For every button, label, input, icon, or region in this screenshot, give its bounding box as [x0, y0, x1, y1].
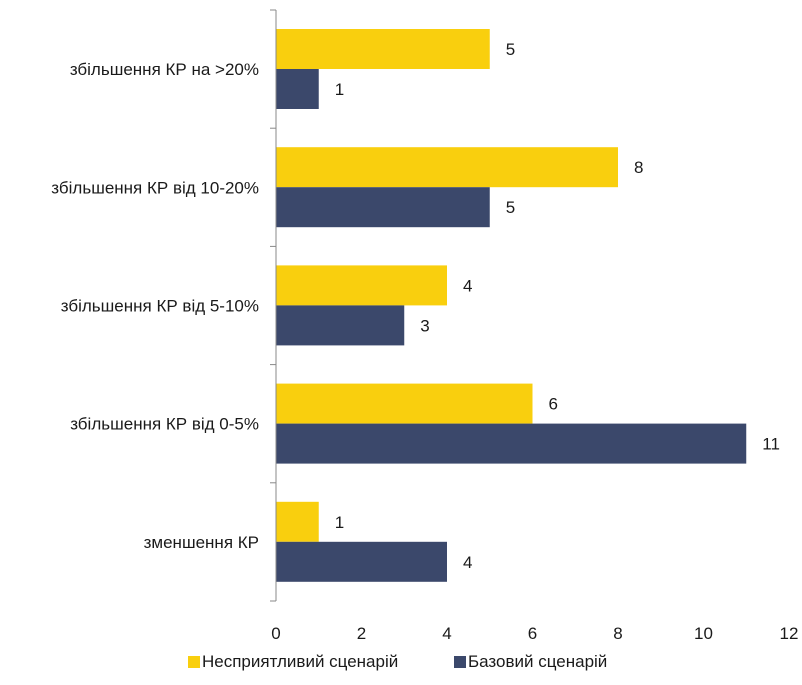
bar-adverse-0 [276, 29, 490, 69]
bar-adverse-1 [276, 147, 618, 188]
x-tick-label: 2 [357, 624, 366, 643]
value-label: 4 [463, 276, 472, 295]
x-tick-label: 0 [271, 624, 280, 643]
value-label: 8 [634, 158, 643, 177]
legend-label-base: Базовий сценарій [468, 652, 607, 671]
bar-base-2 [276, 305, 405, 346]
value-label: 6 [549, 395, 558, 414]
bar-adverse-2 [276, 265, 447, 306]
value-label: 5 [506, 40, 515, 59]
legend-swatch-adverse [188, 656, 200, 668]
legend-swatch-base [454, 656, 466, 668]
bar-base-1 [276, 187, 490, 228]
category-label: збільшення КР від 5-10% [61, 297, 259, 316]
category-label: збільшення КР від 0-5% [70, 415, 259, 434]
bar-base-3 [276, 423, 747, 464]
x-tick-label: 8 [613, 624, 622, 643]
value-label: 1 [335, 80, 344, 99]
bar-base-0 [276, 69, 319, 109]
category-label: збільшення КР на >20% [70, 60, 259, 79]
category-label: зменшення КР [144, 533, 259, 552]
value-label: 3 [420, 316, 429, 335]
bar-adverse-3 [276, 383, 533, 424]
legend-label-adverse: Несприятливий сценарій [202, 652, 398, 671]
x-tick-label: 4 [442, 624, 451, 643]
value-label: 4 [463, 553, 472, 572]
x-tick-label: 12 [780, 624, 799, 643]
category-label: збільшення КР від 10-20% [51, 178, 259, 197]
x-tick-label: 6 [528, 624, 537, 643]
x-tick-label: 10 [694, 624, 713, 643]
value-label: 1 [335, 513, 344, 532]
value-label: 5 [506, 198, 515, 217]
value-label: 11 [762, 435, 780, 454]
bar-adverse-4 [276, 501, 319, 542]
bar-base-4 [276, 541, 447, 582]
